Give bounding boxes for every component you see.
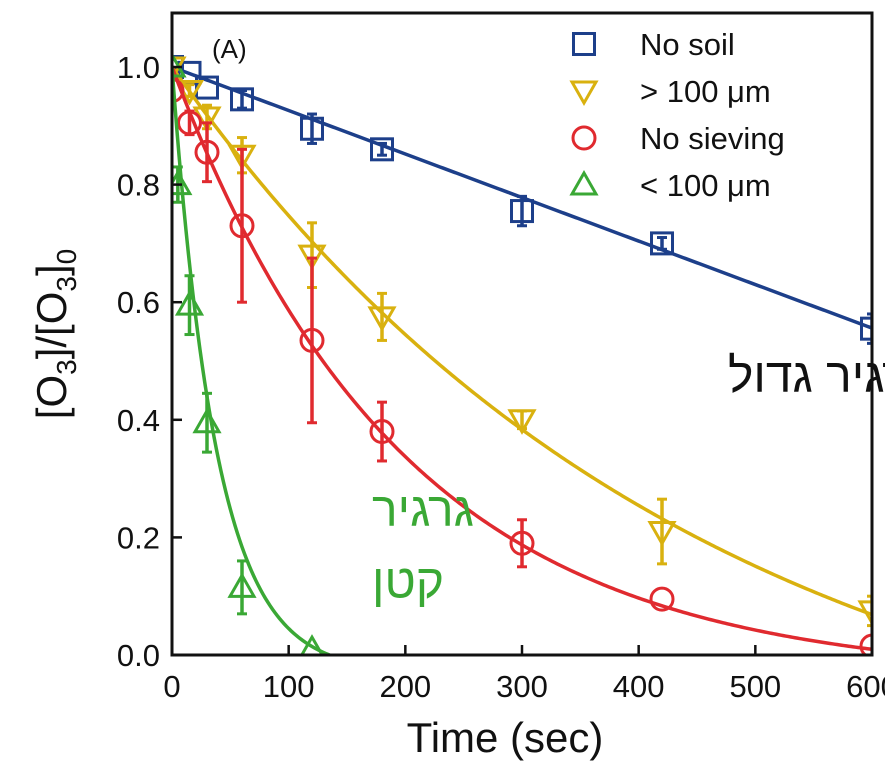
data-point <box>647 521 677 547</box>
y-axis-label: [O3]/[O3]0 <box>28 249 82 419</box>
data-point <box>174 290 205 316</box>
data-point <box>172 55 184 79</box>
data-point <box>172 51 187 78</box>
x-tick-label: 400 <box>613 669 665 704</box>
legend: No soil > 100 μm No sieving < 100 μm <box>569 27 785 203</box>
x-axis-ticks: 0 100 200 300 400 500 600 <box>163 645 885 704</box>
x-tick-label: 600 <box>846 669 885 704</box>
legend-label: No soil <box>640 27 735 62</box>
y-tick-label: 1.0 <box>117 50 160 85</box>
data-point <box>507 409 537 435</box>
y-tick-label: 0.0 <box>117 638 160 673</box>
x-tick-label: 300 <box>496 669 548 704</box>
data-point <box>229 213 255 239</box>
y-tick-label: 0.6 <box>117 285 160 320</box>
data-point <box>230 87 254 112</box>
x-tick-label: 200 <box>379 669 431 704</box>
y-tick-label: 0.4 <box>117 403 160 438</box>
data-point <box>369 419 395 445</box>
data-point <box>509 530 535 556</box>
legend-label: < 100 μm <box>640 168 771 203</box>
legend-marker <box>569 169 599 196</box>
annotation-small-grain-line1: גרגיר <box>372 484 474 537</box>
data-point <box>194 139 220 165</box>
series-0 <box>172 55 872 345</box>
y-tick-label: 0.2 <box>117 520 160 555</box>
data-point <box>227 572 257 598</box>
fit-line <box>172 66 335 655</box>
legend-marker <box>571 125 597 151</box>
y-axis-ticks: 0.0 0.2 0.4 0.6 0.8 1.0 <box>117 50 182 673</box>
data-point <box>297 244 327 271</box>
data-point <box>370 137 394 162</box>
data-point <box>857 600 872 626</box>
series-3 <box>172 51 335 655</box>
annotation-large-grain: גרגיר גדול <box>728 350 885 403</box>
data-point <box>172 78 185 104</box>
series-2 <box>172 66 872 655</box>
data-point <box>299 327 325 353</box>
x-tick-label: 100 <box>263 669 315 704</box>
data-point <box>859 633 872 655</box>
legend-marker <box>569 80 599 107</box>
annotation-small-grain-line2: קטן <box>372 556 444 609</box>
x-axis-label: Time (sec) <box>407 714 604 761</box>
data-point <box>650 231 674 256</box>
x-tick-label: 0 <box>163 669 180 704</box>
legend-label: > 100 μm <box>640 74 771 109</box>
data-point <box>860 316 872 341</box>
y-tick-label: 0.8 <box>117 168 160 203</box>
data-point <box>510 199 534 224</box>
data-point <box>227 144 257 171</box>
data-point <box>192 407 222 434</box>
x-tick-label: 500 <box>729 669 781 704</box>
data-point <box>300 116 324 141</box>
data-point <box>300 634 324 655</box>
panel-label: (A) <box>212 34 247 64</box>
legend-marker <box>572 32 596 56</box>
data-point <box>177 110 202 136</box>
data-point <box>367 306 397 332</box>
data-point <box>172 169 193 196</box>
plot-content <box>172 51 872 655</box>
data-point <box>649 586 675 612</box>
legend-label: No sieving <box>640 121 785 156</box>
